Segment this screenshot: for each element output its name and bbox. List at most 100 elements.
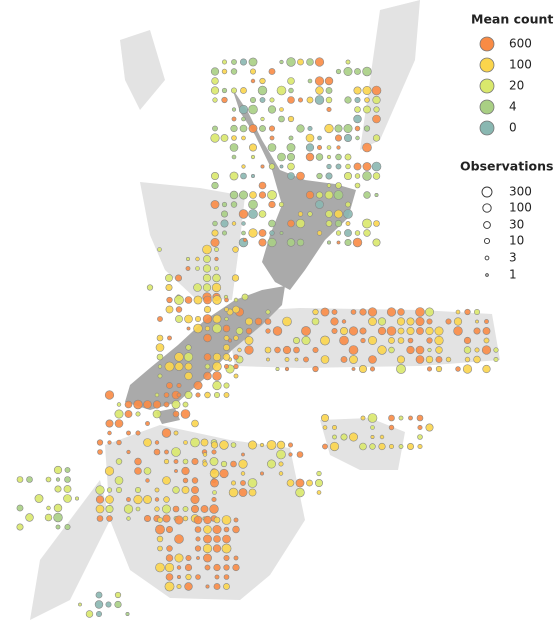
- survey-dot: [182, 458, 189, 465]
- survey-dot: [53, 512, 63, 523]
- survey-dot: [223, 583, 230, 590]
- survey-dot: [156, 535, 164, 543]
- survey-dot: [363, 125, 371, 132]
- survey-dot: [272, 326, 283, 336]
- survey-dot: [212, 97, 218, 103]
- survey-dot: [259, 125, 266, 132]
- survey-dot: [377, 326, 387, 336]
- survey-dot: [212, 125, 218, 132]
- survey-dot: [205, 584, 210, 589]
- survey-dot: [348, 326, 359, 336]
- survey-dot: [287, 219, 295, 228]
- survey-dot: [95, 504, 105, 514]
- survey-dot: [221, 201, 228, 208]
- survey-dot: [248, 104, 258, 115]
- survey-dot: [314, 478, 323, 487]
- survey-dot: [397, 337, 405, 344]
- survey-dot: [210, 441, 219, 449]
- survey-dot: [144, 514, 152, 522]
- survey-dot: [166, 382, 173, 389]
- survey-dot: [210, 478, 219, 488]
- survey-dot: [353, 114, 362, 124]
- survey-dot: [238, 459, 248, 469]
- survey-dot: [343, 209, 353, 219]
- legend-swatch: [479, 78, 495, 94]
- survey-dot: [114, 591, 122, 599]
- survey-dot: [145, 421, 150, 426]
- survey-dot: [45, 476, 52, 483]
- survey-dot: [157, 364, 163, 369]
- survey-dot: [326, 154, 332, 160]
- survey-dot: [126, 430, 131, 436]
- survey-dot: [279, 164, 284, 169]
- survey-dot: [114, 419, 124, 428]
- survey-dot: [307, 126, 313, 132]
- survey-dot: [301, 326, 311, 336]
- survey-dot: [221, 96, 228, 104]
- survey-dot: [166, 525, 174, 533]
- survey-dot: [53, 465, 63, 475]
- survey-dot: [287, 442, 293, 448]
- survey-dot: [213, 583, 221, 590]
- survey-dot: [463, 346, 472, 354]
- survey-dot: [296, 238, 305, 247]
- legend-label: 1: [509, 268, 517, 282]
- survey-dot: [445, 356, 452, 363]
- survey-dot: [153, 448, 161, 456]
- survey-dot: [134, 457, 142, 466]
- survey-dot: [223, 526, 230, 533]
- survey-dot: [154, 440, 160, 445]
- survey-dot: [288, 452, 293, 457]
- survey-dot: [200, 438, 209, 447]
- survey-dot: [267, 105, 277, 114]
- survey-dot: [348, 345, 359, 355]
- legend-label: 100: [509, 58, 532, 72]
- survey-dot: [463, 336, 472, 345]
- survey-dot: [445, 318, 452, 325]
- survey-dot: [195, 266, 200, 271]
- survey-dot: [53, 503, 63, 513]
- survey-dot: [462, 364, 473, 374]
- survey-dot: [240, 87, 247, 94]
- survey-dot: [475, 319, 479, 324]
- survey-dot: [184, 371, 193, 381]
- survey-dot: [105, 601, 112, 608]
- survey-dot: [174, 553, 184, 563]
- survey-dot: [223, 392, 230, 398]
- survey-dot: [297, 58, 304, 66]
- legend-title: Mean count: [471, 12, 553, 27]
- survey-dot: [185, 344, 192, 351]
- survey-dot: [316, 145, 322, 151]
- survey-dot: [278, 201, 285, 208]
- survey-dot: [251, 174, 256, 179]
- survey-dot: [260, 164, 265, 169]
- survey-dot: [426, 318, 433, 325]
- survey-dot: [296, 171, 305, 181]
- survey-dot: [416, 414, 424, 422]
- survey-dot: [297, 97, 303, 103]
- survey-dot: [165, 274, 173, 282]
- survey-dot: [372, 95, 381, 105]
- survey-dot: [305, 152, 315, 162]
- survey-dot: [484, 319, 489, 324]
- survey-dot: [184, 390, 193, 399]
- survey-dot: [177, 574, 182, 579]
- survey-dot: [493, 356, 499, 362]
- survey-dot: [316, 490, 322, 495]
- survey-dot: [162, 514, 171, 523]
- survey-dot: [182, 506, 189, 512]
- survey-dot: [143, 467, 152, 475]
- survey-dot: [259, 442, 265, 448]
- survey-dot: [354, 97, 361, 104]
- survey-dot: [362, 66, 372, 77]
- survey-dot: [335, 153, 342, 161]
- survey-dot: [230, 460, 237, 468]
- survey-dot: [388, 337, 395, 344]
- survey-dot: [345, 163, 351, 170]
- survey-dot: [372, 134, 381, 142]
- survey-dot: [306, 479, 313, 487]
- survey-dot: [371, 161, 382, 172]
- survey-dot: [191, 504, 200, 513]
- survey-dot: [241, 135, 246, 141]
- survey-dot: [312, 346, 319, 353]
